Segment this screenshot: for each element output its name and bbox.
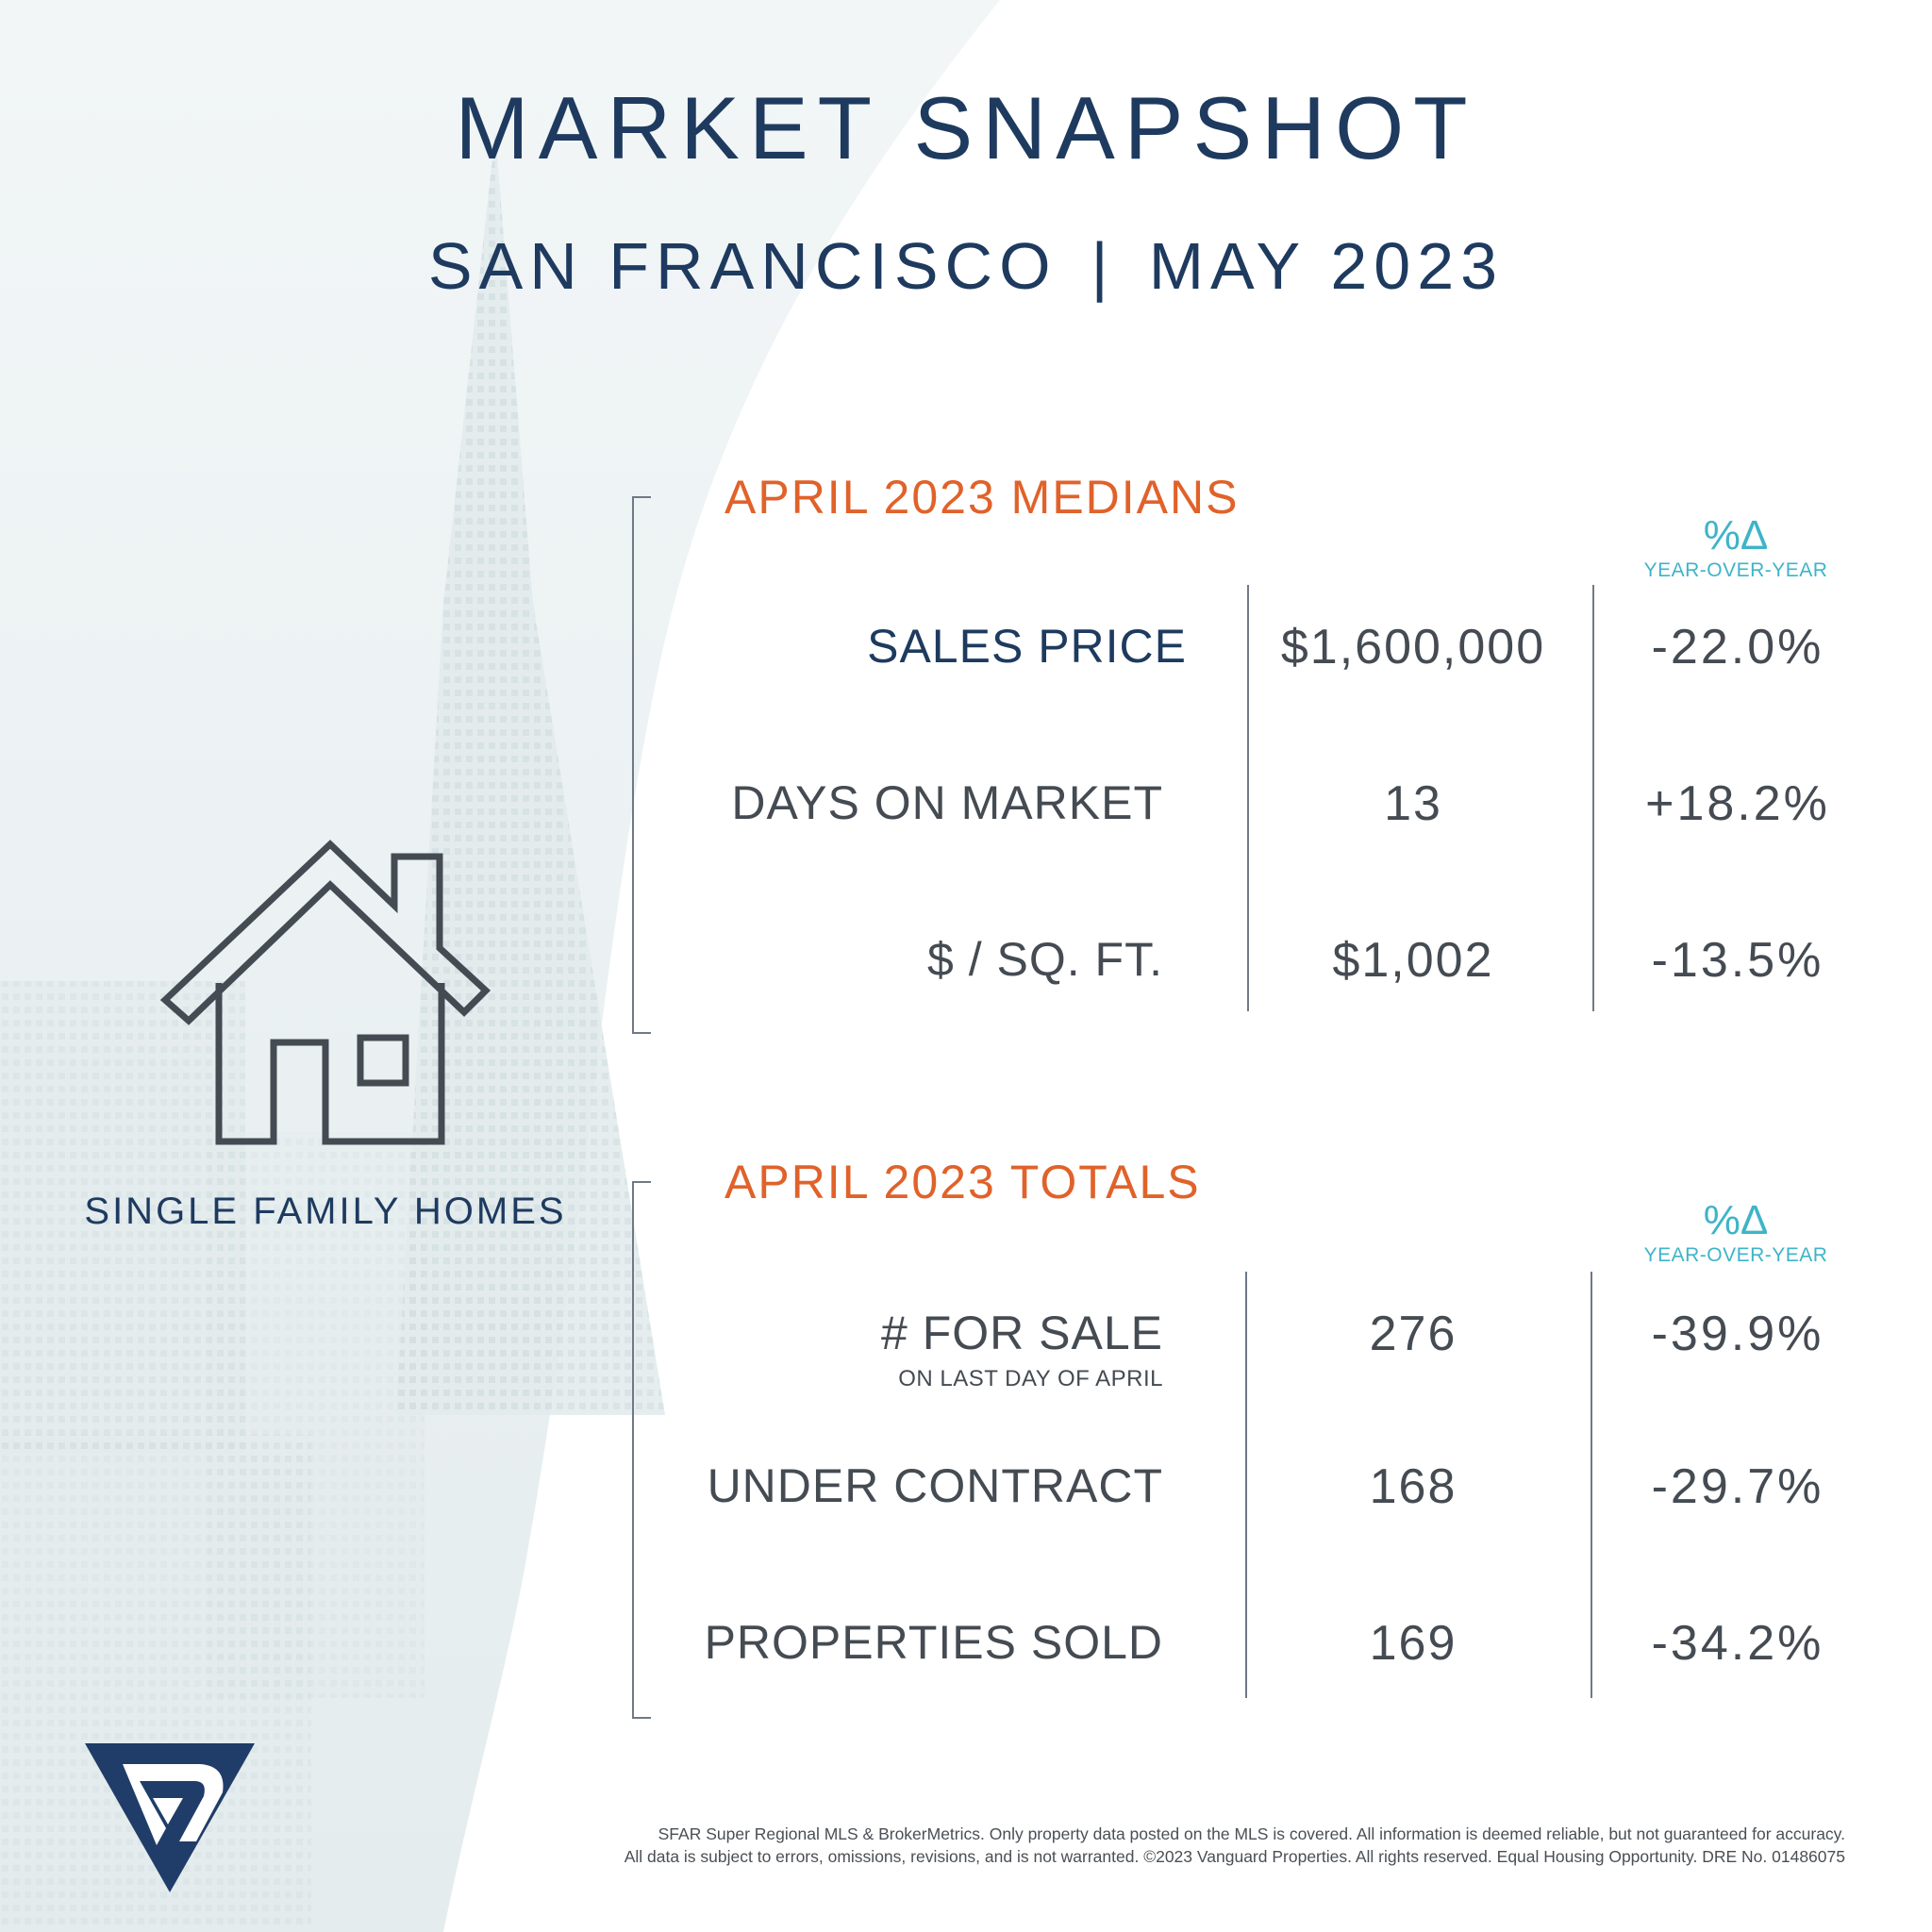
year-over-year-label: YEAR-OVER-YEAR	[1643, 559, 1828, 581]
disclaimer: SFAR Super Regional MLS & BrokerMetrics.…	[477, 1823, 1845, 1868]
report-period: MAY 2023	[1148, 229, 1505, 303]
price-per-sqft-value: $1,002	[1332, 933, 1494, 988]
disclaimer-line-2: All data is subject to errors, omissions…	[624, 1847, 1845, 1866]
medians-title: APRIL 2023 MEDIANS	[724, 471, 1240, 524]
totals-title: APRIL 2023 TOTALS	[724, 1156, 1201, 1208]
page-subtitle: SAN FRANCISCO | MAY 2023	[0, 228, 1932, 304]
properties-sold-value: 169	[1369, 1616, 1457, 1671]
for-sale-value: 276	[1369, 1307, 1457, 1361]
house-icon	[160, 840, 491, 1145]
city-name: SAN FRANCISCO	[427, 229, 1058, 303]
for-sale-label: # FOR SALE	[881, 1307, 1163, 1359]
properties-sold-label: PROPERTIES SOLD	[704, 1616, 1163, 1669]
medians-divider-2	[1592, 585, 1594, 1011]
page-title: MARKET SNAPSHOT	[455, 78, 1477, 177]
company-logo	[85, 1743, 255, 1892]
disclaimer-line-1: SFAR Super Regional MLS & BrokerMetrics.…	[658, 1824, 1845, 1843]
properties-sold-change: -34.2%	[1651, 1616, 1824, 1671]
days-on-market-value: 13	[1384, 776, 1442, 831]
category-label: SINGLE FAMILY HOMES	[84, 1191, 567, 1232]
percent-change-symbol: %Δ	[1703, 512, 1769, 558]
percent-change-symbol: %Δ	[1703, 1197, 1769, 1243]
title-separator: |	[1091, 229, 1115, 303]
under-contract-value: 168	[1369, 1459, 1457, 1514]
medians-divider-1	[1247, 585, 1249, 1011]
totals-divider-1	[1245, 1272, 1247, 1698]
totals-divider-2	[1591, 1272, 1592, 1698]
sales-price-change: -22.0%	[1651, 620, 1824, 675]
medians-change-header: %Δ YEAR-OVER-YEAR	[1623, 513, 1849, 583]
price-per-sqft-change: -13.5%	[1651, 933, 1824, 988]
days-on-market-change: +18.2%	[1645, 776, 1830, 831]
price-per-sqft-label: $ / SQ. FT.	[927, 933, 1163, 986]
totals-bracket	[632, 1181, 651, 1719]
medians-bracket	[632, 496, 651, 1034]
under-contract-change: -29.7%	[1651, 1459, 1824, 1514]
year-over-year-label: YEAR-OVER-YEAR	[1643, 1244, 1828, 1266]
totals-change-header: %Δ YEAR-OVER-YEAR	[1623, 1198, 1849, 1268]
under-contract-label: UNDER CONTRACT	[707, 1459, 1163, 1512]
for-sale-sublabel: ON LAST DAY OF APRIL	[898, 1366, 1163, 1391]
sales-price-label: SALES PRICE	[867, 620, 1187, 673]
days-on-market-label: DAYS ON MARKET	[731, 776, 1163, 829]
sales-price-value: $1,600,000	[1280, 620, 1546, 675]
for-sale-change: -39.9%	[1651, 1307, 1824, 1361]
